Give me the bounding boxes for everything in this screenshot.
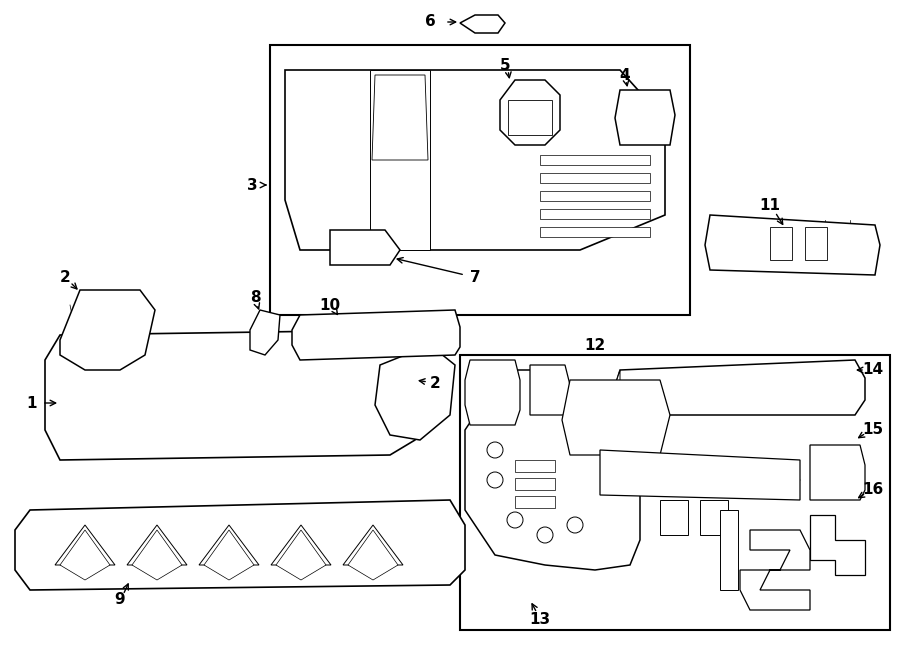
Polygon shape [515,496,555,508]
Polygon shape [292,310,460,360]
Text: 11: 11 [760,198,780,212]
Polygon shape [562,380,670,455]
Polygon shape [460,15,505,33]
Polygon shape [348,530,398,580]
Text: 10: 10 [320,297,340,313]
Text: 2: 2 [59,270,70,286]
Text: 3: 3 [247,178,257,192]
Polygon shape [465,360,520,425]
Polygon shape [540,227,650,237]
Text: 13: 13 [529,613,551,627]
Polygon shape [60,290,155,370]
Text: 6: 6 [425,15,436,30]
Text: 1: 1 [27,395,37,410]
Text: 4: 4 [620,67,630,83]
Polygon shape [508,100,552,135]
Polygon shape [343,525,403,565]
Polygon shape [540,173,650,183]
Polygon shape [770,227,792,260]
Text: 8: 8 [249,290,260,305]
Polygon shape [540,191,650,201]
Text: 16: 16 [862,483,884,498]
Polygon shape [375,345,455,440]
Text: 12: 12 [584,338,606,352]
Polygon shape [276,530,326,580]
Polygon shape [204,530,254,580]
Polygon shape [612,360,865,415]
Polygon shape [515,478,555,490]
Polygon shape [127,525,187,565]
Polygon shape [720,510,738,590]
Polygon shape [370,70,430,250]
Polygon shape [515,460,555,472]
Polygon shape [132,530,182,580]
Polygon shape [740,530,810,610]
Polygon shape [660,500,688,535]
Polygon shape [805,227,827,260]
Polygon shape [810,445,865,500]
Text: 7: 7 [470,270,481,286]
Polygon shape [55,525,115,565]
Polygon shape [615,90,675,145]
Polygon shape [612,370,620,415]
Polygon shape [500,80,560,145]
Polygon shape [530,365,570,415]
Polygon shape [60,530,110,580]
Polygon shape [45,330,415,460]
Polygon shape [600,450,800,500]
Polygon shape [285,70,665,250]
Text: 5: 5 [500,58,510,73]
Text: 14: 14 [862,362,884,377]
Polygon shape [810,515,865,575]
Text: 15: 15 [862,422,884,438]
Polygon shape [199,525,259,565]
Polygon shape [271,525,331,565]
Polygon shape [705,215,880,275]
Polygon shape [372,75,428,160]
Text: 9: 9 [114,592,125,607]
Polygon shape [540,155,650,165]
Text: 2: 2 [429,375,440,391]
Polygon shape [330,230,400,265]
Polygon shape [540,209,650,219]
Polygon shape [250,310,280,355]
Polygon shape [700,500,728,535]
Polygon shape [465,370,640,570]
Polygon shape [15,500,465,590]
